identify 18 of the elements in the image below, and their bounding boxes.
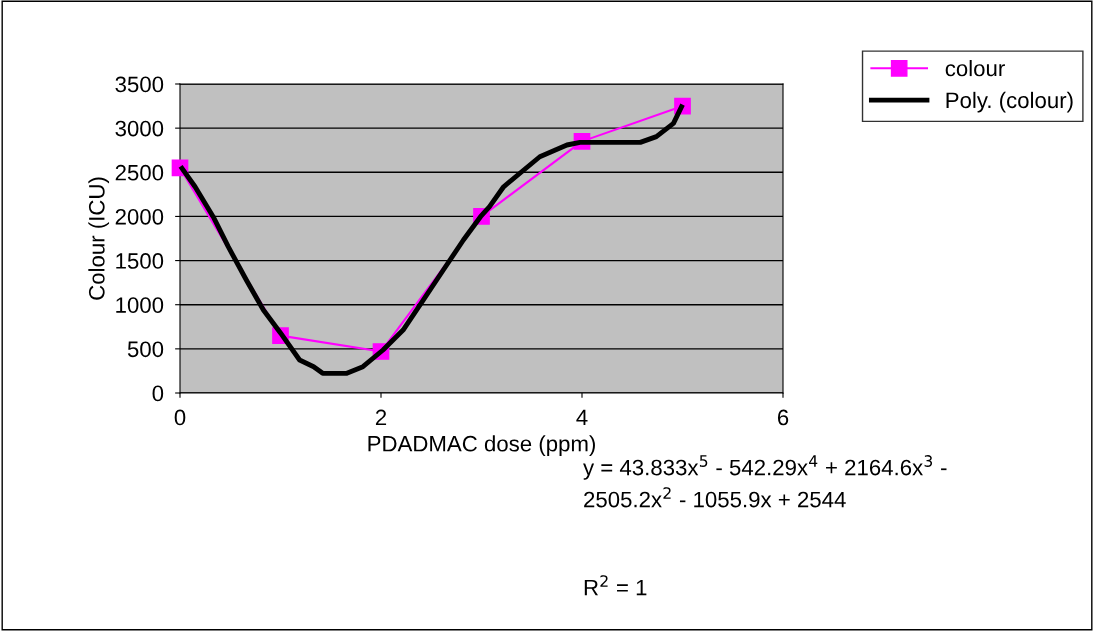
y-tick-label: 0	[152, 385, 164, 402]
text: R$^{2}$ = 1	[584, 575, 647, 596]
y-tick-label: 3500	[115, 76, 164, 93]
y-tick-label: 500	[127, 341, 164, 358]
y-tick-label: 2500	[115, 164, 164, 181]
x-tick-label: 4	[576, 409, 588, 426]
y-axis-title: Colour (ICU)	[88, 177, 110, 300]
y-tick-label: 2000	[115, 208, 164, 225]
legend-label: colour	[945, 60, 1005, 77]
y-tick-label: 1000	[116, 297, 164, 313]
y-tick-label: 1500	[116, 253, 164, 269]
x-tick-label: 0	[174, 409, 186, 426]
x-tick-label: 2	[375, 409, 387, 426]
legend-label: Poly. (colour)	[946, 91, 1073, 113]
y-tick-label: 3000	[115, 120, 164, 137]
x-tick-label: 6	[777, 409, 789, 426]
text: y = 43.833x$^{5}$ - 542.29x$^{4}$ + 2164.6x$^{3}$ - 2505.2x$^{2}$ - 1055.9x + 2544	[583, 455, 947, 508]
x-axis-title: PDADMAC dose (ppm)	[368, 435, 595, 456]
